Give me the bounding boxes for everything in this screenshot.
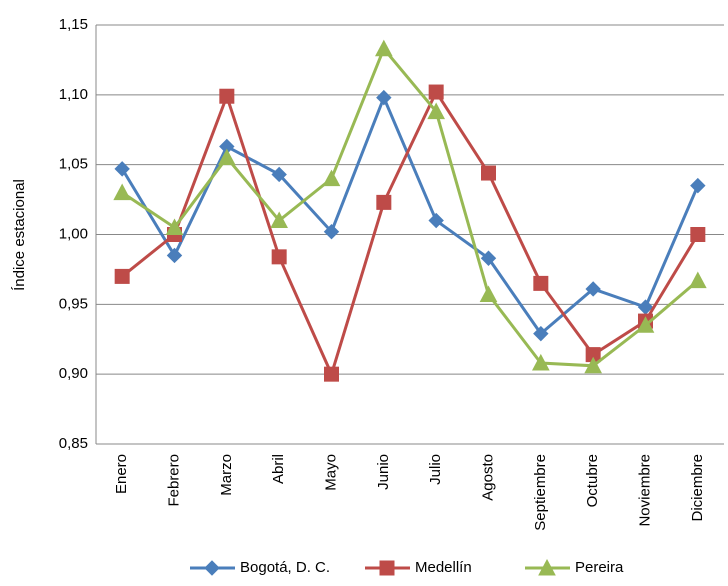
data-point bbox=[375, 39, 393, 57]
data-point bbox=[166, 247, 183, 264]
data-point bbox=[531, 353, 550, 371]
data-point bbox=[636, 316, 655, 333]
y-tick-label: 1,00 bbox=[59, 225, 88, 242]
y-tick-label: 0,90 bbox=[59, 365, 88, 382]
data-point bbox=[113, 183, 132, 201]
data-point bbox=[690, 227, 706, 242]
x-tick-label: Julio bbox=[427, 454, 444, 485]
x-tick-label: Mayo bbox=[322, 454, 339, 491]
x-tick-label: Enero bbox=[113, 454, 130, 494]
x-tick-label: Junio bbox=[375, 454, 392, 490]
data-point bbox=[114, 161, 130, 177]
data-point bbox=[428, 212, 444, 229]
legend-marker bbox=[379, 560, 395, 576]
data-point bbox=[479, 285, 498, 303]
data-point bbox=[427, 102, 445, 120]
data-point bbox=[690, 177, 706, 194]
series-line bbox=[121, 45, 699, 368]
x-tick-label: Marzo bbox=[218, 454, 235, 496]
x-tick-label: Agosto bbox=[479, 454, 496, 501]
data-point bbox=[323, 223, 340, 240]
x-tick-label: Febrero bbox=[165, 454, 182, 507]
data-point bbox=[480, 250, 497, 266]
data-point bbox=[428, 84, 444, 100]
x-tick-label: Octubre bbox=[584, 454, 601, 507]
series-line bbox=[120, 93, 700, 336]
data-point bbox=[219, 88, 235, 104]
y-tick-label: 1,10 bbox=[59, 86, 88, 103]
data-point bbox=[585, 281, 601, 297]
data-point bbox=[165, 218, 184, 236]
x-tick-label: Noviembre bbox=[636, 454, 653, 527]
data-point bbox=[688, 271, 707, 289]
data-point bbox=[376, 89, 392, 106]
data-point bbox=[481, 165, 496, 181]
legend-label: Bogotá, D. C. bbox=[240, 559, 330, 576]
x-tick-label: Abril bbox=[270, 454, 287, 484]
series-line bbox=[121, 88, 700, 379]
data-point bbox=[584, 356, 603, 374]
data-point bbox=[271, 249, 287, 265]
x-tick-label: Septiembre bbox=[532, 454, 549, 531]
data-point bbox=[114, 268, 130, 284]
legend-marker bbox=[204, 560, 220, 576]
data-point bbox=[217, 148, 236, 166]
data-point bbox=[533, 275, 549, 291]
y-tick-label: 1,05 bbox=[59, 156, 88, 173]
data-point bbox=[324, 366, 339, 382]
data-point bbox=[376, 194, 392, 210]
y-tick-label: 0,95 bbox=[59, 295, 88, 312]
legend-marker bbox=[538, 558, 556, 576]
legend-label: Pereira bbox=[575, 559, 624, 576]
data-point bbox=[322, 169, 341, 187]
y-axis-label: Índice estacional bbox=[11, 179, 28, 291]
y-tick-label: 0,85 bbox=[59, 435, 88, 452]
x-tick-label: Diciembre bbox=[689, 454, 706, 522]
legend-label: Medellín bbox=[415, 559, 472, 576]
y-tick-label: 1,15 bbox=[59, 16, 88, 33]
data-point bbox=[533, 325, 549, 342]
data-point bbox=[270, 211, 288, 229]
data-point bbox=[271, 166, 287, 183]
